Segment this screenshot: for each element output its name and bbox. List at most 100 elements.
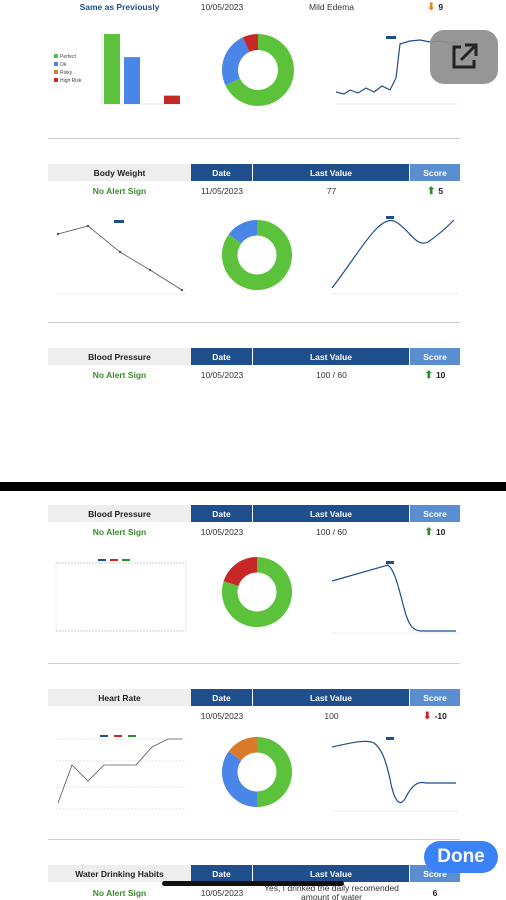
edema-bar-chart: Perfect Ok Risky High Risk <box>54 32 182 105</box>
heart-rate-line-chart <box>56 735 186 810</box>
arrow-up-icon: ⬆ <box>424 526 433 538</box>
arrow-up-icon: ⬆ <box>426 185 436 197</box>
slice-perfect <box>257 736 293 808</box>
body-weight-row: No Alert Sign 11/05/2023 77 ⬆ 5 <box>48 184 460 198</box>
date-header: Date <box>191 164 253 181</box>
page-separator <box>0 482 506 491</box>
arrow-down-icon: ⬇ <box>423 710 432 722</box>
slice-perfect <box>221 556 293 628</box>
slice-risky <box>228 736 257 761</box>
last-value: 100 <box>324 710 339 721</box>
date-value: 11/05/2023 <box>201 186 243 196</box>
score-value: 9 <box>438 2 444 12</box>
legend-entry: Risky <box>60 70 73 76</box>
last-value-header: Last Value <box>253 865 410 882</box>
blood-pressure-row: No Alert Sign 10/05/2023 100 / 60 ⬆ 10 <box>48 368 460 382</box>
last-value-header: Last Value <box>253 348 410 365</box>
score-header: Score <box>410 348 460 365</box>
last-value: Mild Edema <box>309 1 354 12</box>
metric-name: Water Drinking Habits <box>48 865 191 882</box>
edema-donut-chart <box>222 34 294 106</box>
water-drinking-header: Water Drinking Habits Date Last Value Sc… <box>48 865 460 882</box>
edema-row: Same as Previously 10/05/2023 Mild Edema… <box>48 0 460 14</box>
body-weight-trend-chart <box>331 216 458 295</box>
alert-status: Same as Previously <box>79 2 160 12</box>
score-header: Score <box>410 689 460 706</box>
body-weight-donut-chart <box>221 219 293 291</box>
last-value: 100 / 60 <box>316 369 347 380</box>
last-value: Yes, I drinked the daily recomended amou… <box>264 883 399 900</box>
section-divider <box>48 138 460 139</box>
last-value-header: Last Value <box>253 164 410 181</box>
report-page-lower: Blood Pressure Date Last Value Score No … <box>0 491 506 900</box>
bar-ok <box>124 57 140 104</box>
slice-high-risk <box>242 34 258 52</box>
done-button[interactable]: Done <box>424 841 498 873</box>
date-header: Date <box>191 865 253 882</box>
metric-name: Blood Pressure <box>48 505 191 522</box>
date-value: 10/05/2023 <box>200 370 244 380</box>
score-cell: ⬆ 5 <box>410 186 460 197</box>
body-weight-header: Body Weight Date Last Value Score <box>48 164 460 181</box>
slice-ok <box>221 751 257 808</box>
bar-perfect <box>104 34 120 104</box>
water-drinking-row: No Alert Sign 10/05/2023 Yes, I drinked … <box>48 884 460 900</box>
date-value: 10/05/2023 <box>200 2 244 12</box>
series-line <box>331 564 456 632</box>
slice-high-risk <box>223 556 257 586</box>
score-header: Score <box>410 164 460 181</box>
date-value: 10/05/2023 <box>200 527 244 537</box>
series-line <box>57 225 183 291</box>
external-link-icon <box>452 43 478 69</box>
section-divider <box>48 322 460 323</box>
alert-status: No Alert Sign <box>92 888 147 898</box>
blood-pressure-donut-chart <box>221 556 293 628</box>
section-divider <box>48 663 460 664</box>
arrow-up-icon: ⬆ <box>424 369 433 381</box>
body-weight-line-chart <box>56 220 186 295</box>
score-value: 10 <box>435 527 446 537</box>
last-value: 100 / 60 <box>316 526 347 537</box>
alert-status: No Alert Sign <box>92 186 147 196</box>
last-value-header: Last Value <box>253 689 410 706</box>
score-value: 6 <box>432 888 438 898</box>
report-page-upper: Same as Previously 10/05/2023 Mild Edema… <box>48 0 460 382</box>
blood-pressure-line-chart <box>55 559 187 632</box>
legend-entry: Ok <box>60 62 67 68</box>
score-cell: ⬆ 10 <box>410 527 460 538</box>
date-value: 10/05/2023 <box>200 711 244 721</box>
score-cell: ⬆ 10 <box>410 370 460 381</box>
date-header: Date <box>191 689 253 706</box>
section-divider <box>48 839 460 840</box>
score-header: Score <box>410 505 460 522</box>
metric-name: Blood Pressure <box>48 348 191 365</box>
series-line <box>331 219 455 289</box>
bar-high-risk <box>164 95 180 104</box>
heart-rate-trend-chart <box>331 737 458 812</box>
legend-entry: Perfect <box>60 54 76 60</box>
alert-status: No Alert Sign <box>92 370 147 380</box>
home-indicator[interactable] <box>162 881 344 886</box>
open-external-button[interactable] <box>430 30 498 84</box>
chart-legend: Perfect Ok Risky High Risk <box>54 54 82 84</box>
series-line <box>57 738 182 804</box>
last-value-header: Last Value <box>253 505 410 522</box>
blood-pressure-trend-chart <box>331 561 458 634</box>
metric-name: Body Weight <box>48 164 191 181</box>
score-value: 10 <box>435 370 446 380</box>
last-value: 77 <box>326 185 337 196</box>
heart-rate-donut-chart <box>221 736 293 808</box>
date-header: Date <box>191 348 253 365</box>
date-header: Date <box>191 505 253 522</box>
blood-pressure-row: No Alert Sign 10/05/2023 100 / 60 ⬆ 10 <box>48 525 460 539</box>
score-cell: ⬇ 9 <box>410 2 460 13</box>
slice-perfect <box>221 219 293 291</box>
score-cell: 6 <box>410 888 460 898</box>
legend-entry: High Risk <box>60 78 82 84</box>
blood-pressure-header: Blood Pressure Date Last Value Score <box>48 505 460 522</box>
slice-ok <box>228 219 257 244</box>
heart-rate-row: 10/05/2023 100 ⬇ -10 <box>48 709 460 723</box>
slice-ok <box>222 37 250 86</box>
score-value: -10 <box>434 711 447 721</box>
slice-perfect <box>225 34 294 106</box>
